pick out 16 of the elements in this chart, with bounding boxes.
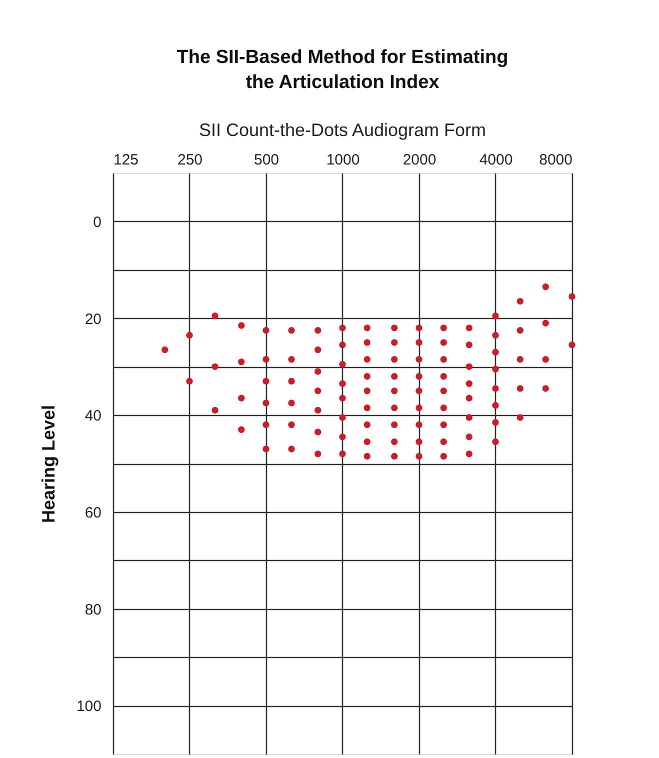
y-tick-label: 100 [76, 698, 102, 716]
x-tick-label: 125 [114, 152, 139, 168]
y-tick-label: 40 [84, 408, 102, 425]
y-tick-label: 60 [84, 504, 102, 522]
x-tick-label: 500 [254, 152, 280, 168]
x-tick-label: 8000 [539, 152, 572, 168]
x-tick-label: 4000 [479, 152, 513, 168]
x-tick-label: 1000 [326, 152, 360, 168]
y-tick-label: 80 [84, 601, 102, 618]
y-tick-label: 20 [84, 310, 102, 328]
y-tick-label: 0 [93, 214, 102, 231]
x-tick-label: 2000 [402, 152, 436, 168]
chart-subtitle: SII Count-the-Dots Audiogram Form [198, 120, 486, 140]
x-tick-label: 250 [177, 152, 203, 168]
y-axis-title: Hearing Level [38, 404, 58, 524]
chart-title: The SII-Based Method for Estimating the Articulation Index [176, 47, 508, 93]
